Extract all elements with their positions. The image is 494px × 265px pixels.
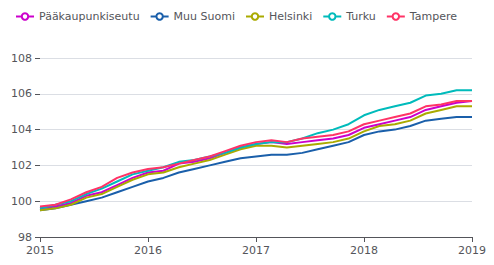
svg-text:2018: 2018 <box>350 244 378 257</box>
svg-text:Pääkaupunkiseutu: Pääkaupunkiseutu <box>39 10 140 23</box>
svg-text:108: 108 <box>11 52 32 65</box>
svg-text:100: 100 <box>11 195 32 208</box>
svg-text:Muu Suomi: Muu Suomi <box>174 10 235 23</box>
svg-text:102: 102 <box>11 159 32 172</box>
svg-text:106: 106 <box>11 87 32 100</box>
svg-text:Helsinki: Helsinki <box>269 10 312 23</box>
svg-text:104: 104 <box>11 123 32 136</box>
svg-text:2019: 2019 <box>458 244 486 257</box>
svg-text:2016: 2016 <box>134 244 162 257</box>
svg-text:Turku: Turku <box>345 10 376 23</box>
svg-text:Tampere: Tampere <box>409 10 457 23</box>
svg-text:2017: 2017 <box>242 244 270 257</box>
svg-text:2015: 2015 <box>26 244 54 257</box>
svg-text:98: 98 <box>18 231 32 244</box>
